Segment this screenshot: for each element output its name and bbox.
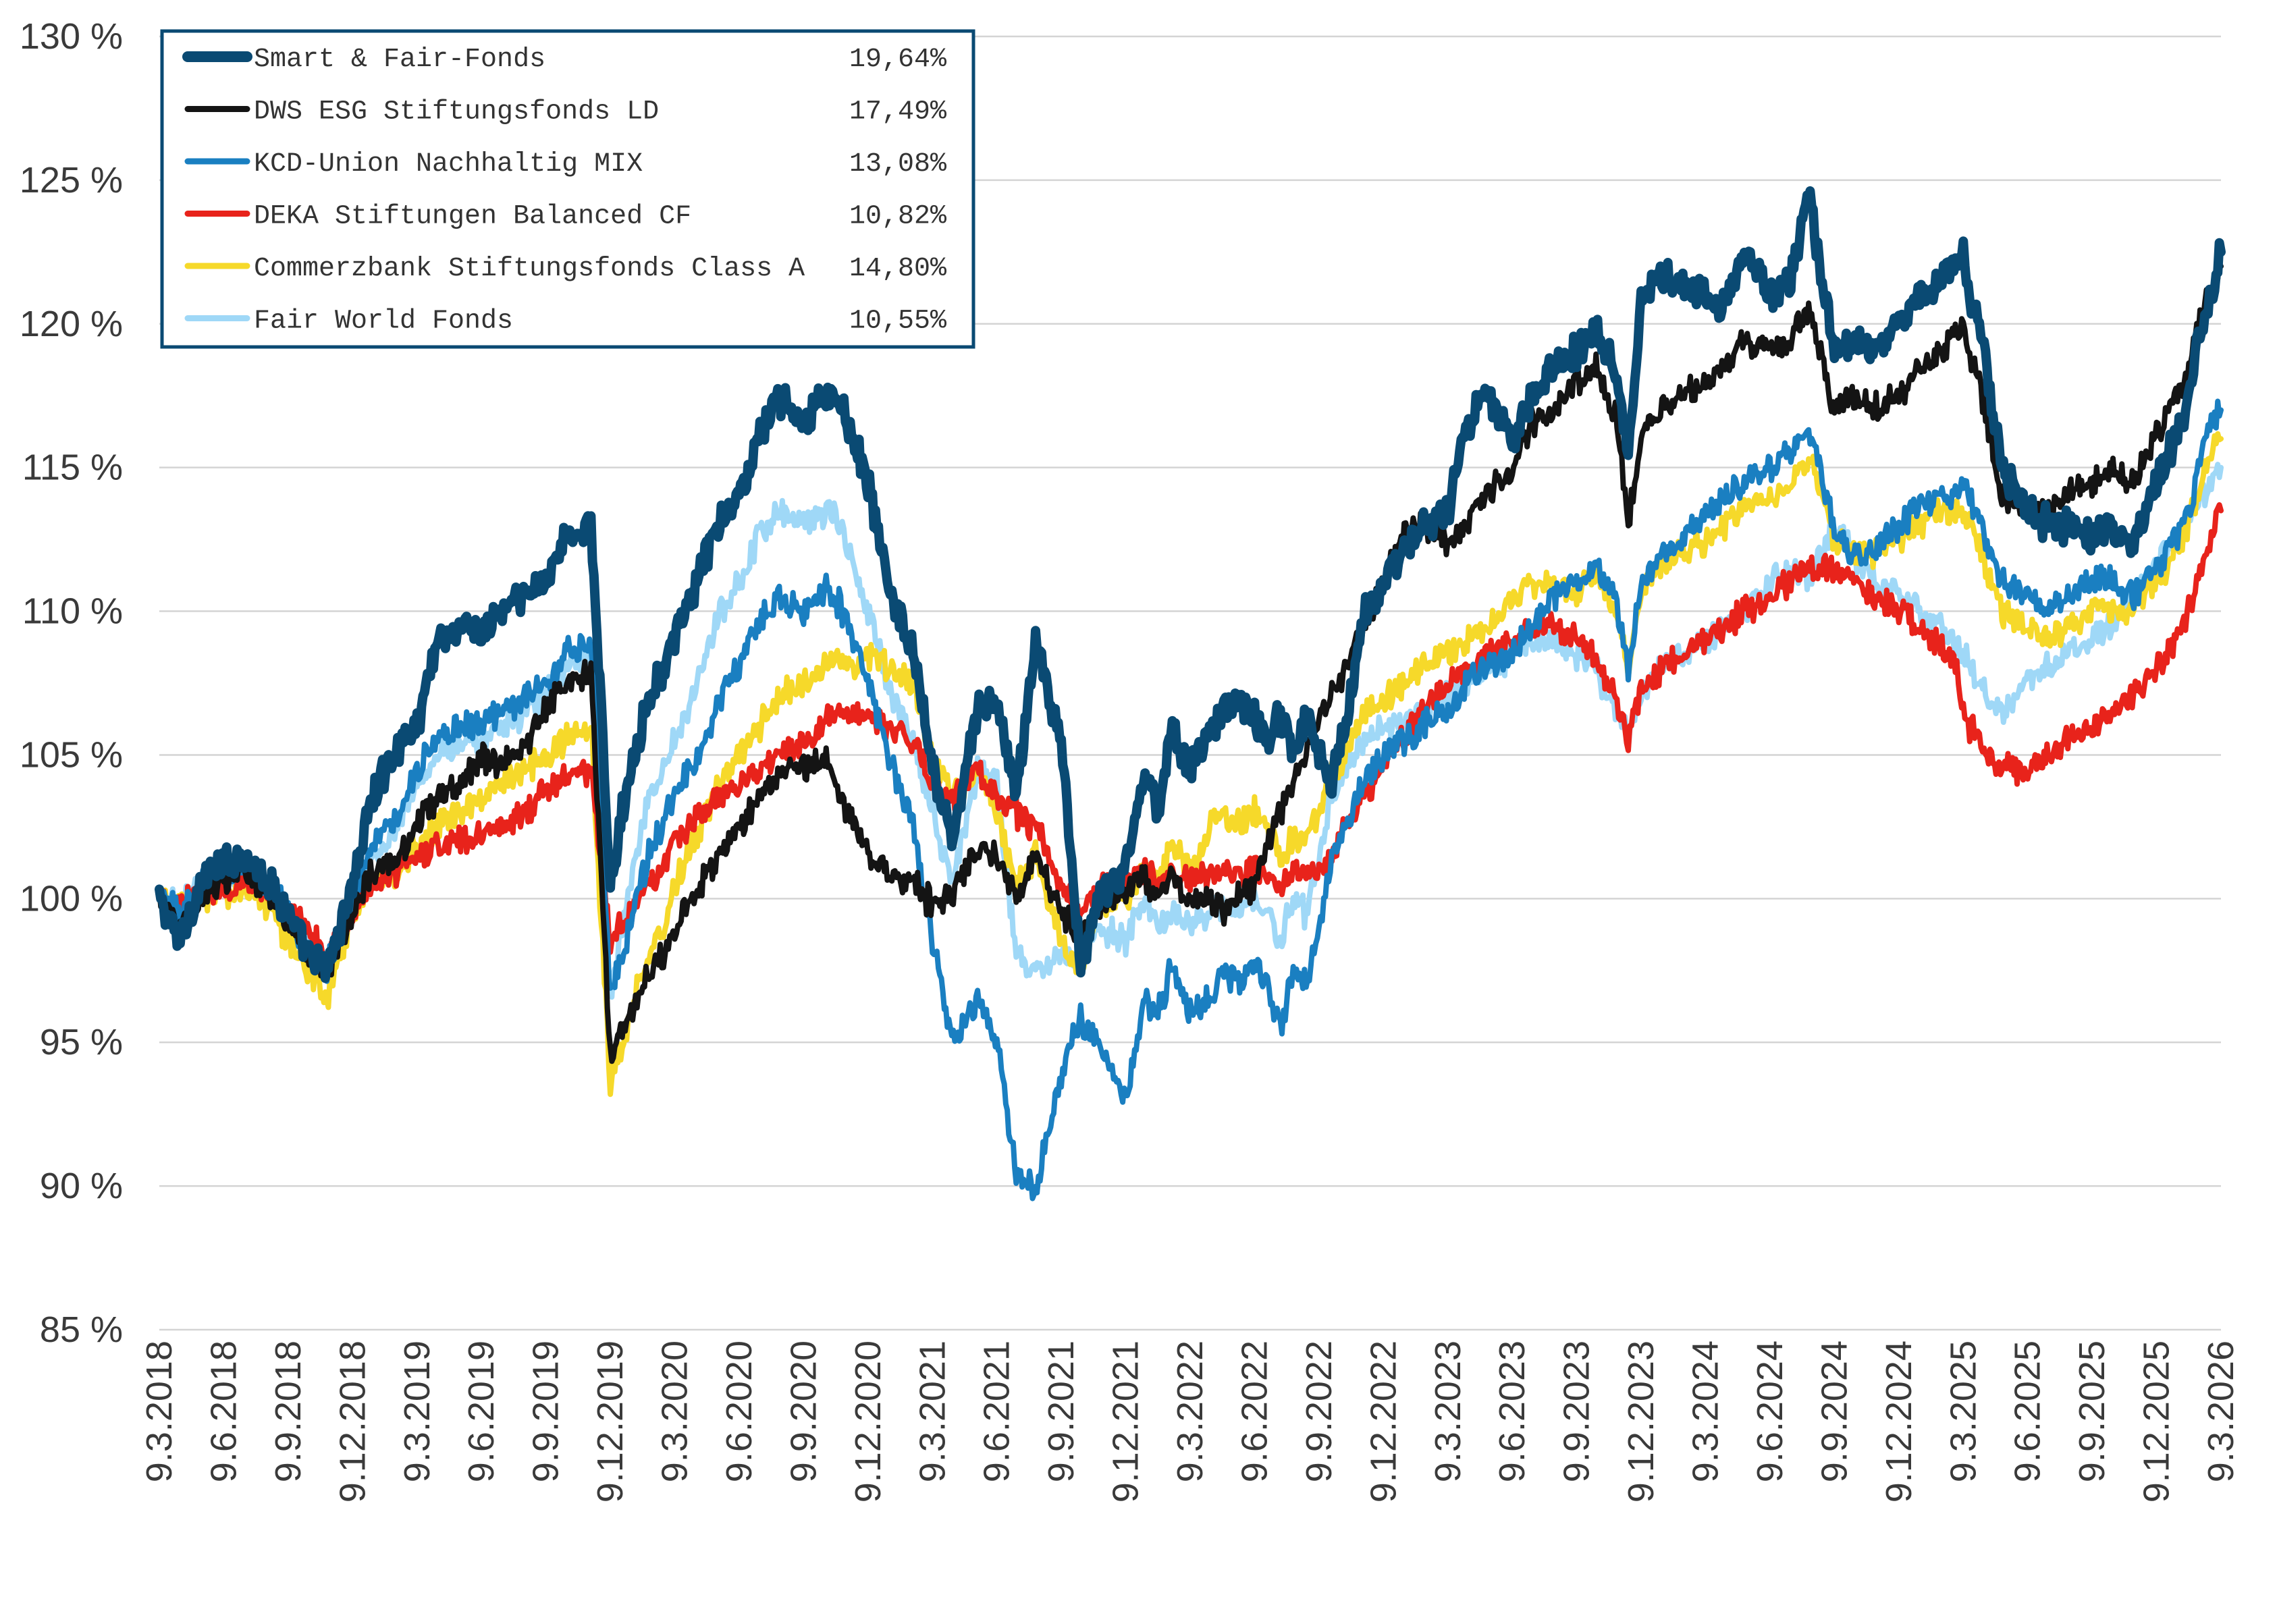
x-tick-label: 9.6.2023 [1492,1341,1532,1482]
x-tick-label: 9.12.2018 [332,1341,373,1503]
legend-label: KCD-Union Nachhaltig MIX [254,149,643,180]
x-tick-label: 9.9.2022 [1299,1341,1339,1482]
x-tick-label: 9.3.2018 [139,1341,180,1482]
y-tick-label: 90 % [40,1166,123,1206]
x-tick-label: 9.12.2022 [1363,1341,1403,1503]
legend-box [160,29,975,349]
y-tick-label: 85 % [40,1309,123,1350]
x-tick-label: 9.9.2019 [526,1341,566,1482]
y-tick-label: 110 % [22,591,123,632]
x-tick-label: 9.3.2019 [397,1341,437,1482]
x-tick-label: 9.9.2023 [1557,1341,1597,1482]
series-lines [155,186,2226,1201]
y-tick-label: 130 % [20,16,123,57]
x-tick-label: 9.12.2024 [1879,1341,1919,1503]
x-tick-label: 9.9.2025 [2072,1341,2112,1482]
y-tick-label: 120 % [20,304,123,344]
x-tick-label: 9.12.2020 [848,1341,888,1503]
x-tick-label: 9.6.2019 [461,1341,502,1482]
x-tick-label: 9.12.2023 [1621,1341,1661,1503]
legend-label: DWS ESG Stiftungsfonds LD [254,97,659,128]
legend-return-value: 10,55% [849,306,947,337]
legend-label: Smart & Fair-Fonds [254,45,545,75]
x-tick-label: 9.9.2018 [268,1341,309,1482]
legend-return-value: 19,64% [849,45,947,75]
x-tick-label: 9.3.2020 [655,1341,695,1482]
y-tick-label: 100 % [20,878,123,919]
x-tick-label: 9.6.2020 [719,1341,759,1482]
x-tick-label: 9.6.2018 [203,1341,244,1482]
y-tick-label: 95 % [40,1022,123,1062]
legend-label: Fair World Fonds [254,306,513,337]
x-tick-label: 9.12.2019 [590,1341,631,1503]
x-tick-label: 9.6.2021 [977,1341,1017,1482]
x-tick-label: 9.3.2021 [912,1341,953,1482]
x-tick-label: 9.3.2025 [1943,1341,1983,1482]
legend-return-value: 10,82% [849,202,947,232]
x-tick-label: 9.12.2025 [2137,1341,2177,1503]
legend-label: DEKA Stiftungen Balanced CF [254,202,691,232]
x-tick-label: 9.3.2022 [1170,1341,1210,1482]
legend-label: Commerzbank Stiftungsfonds Class A [254,254,805,284]
legend-return-value: 14,80% [849,254,947,284]
x-tick-label: 9.3.2023 [1428,1341,1468,1482]
series-line-3 [157,398,2224,1201]
x-tick-label: 9.3.2024 [1686,1341,1726,1482]
x-tick-label: 9.12.2021 [1106,1341,1146,1503]
series-line-4 [157,502,2224,972]
y-tick-label: 105 % [20,734,123,775]
y-tick-label: 115 % [22,448,123,488]
y-tick-label: 125 % [20,160,123,200]
x-tick-label: 9.6.2024 [1750,1341,1790,1482]
x-tick-label: 9.6.2022 [1234,1341,1275,1482]
x-axis-ticks: 9.3.2018 9.6.2018 9.9.2018 9.12.2018 9.3.201… [139,1341,2241,1503]
legend: Smart & Fair-Fonds 19,64% DWS ESG Stiftung… [160,29,975,349]
x-tick-label: 9.3.2026 [2201,1341,2241,1482]
x-tick-label: 9.9.2020 [783,1341,824,1482]
legend-return-value: 13,08% [849,149,947,180]
x-tick-label: 9.6.2025 [2008,1341,2048,1482]
series-line-6 [157,462,2224,1000]
x-tick-label: 9.9.2021 [1041,1341,1081,1482]
legend-return-value: 17,49% [849,97,947,128]
y-axis-ticks: 130 % 125 % 120 % 115 % 110 % 105 % 100 % 95 % 9… [20,16,123,1350]
series-line-2 [157,261,2224,1064]
series-line-1 [155,186,2226,983]
x-tick-label: 9.9.2024 [1814,1341,1854,1482]
